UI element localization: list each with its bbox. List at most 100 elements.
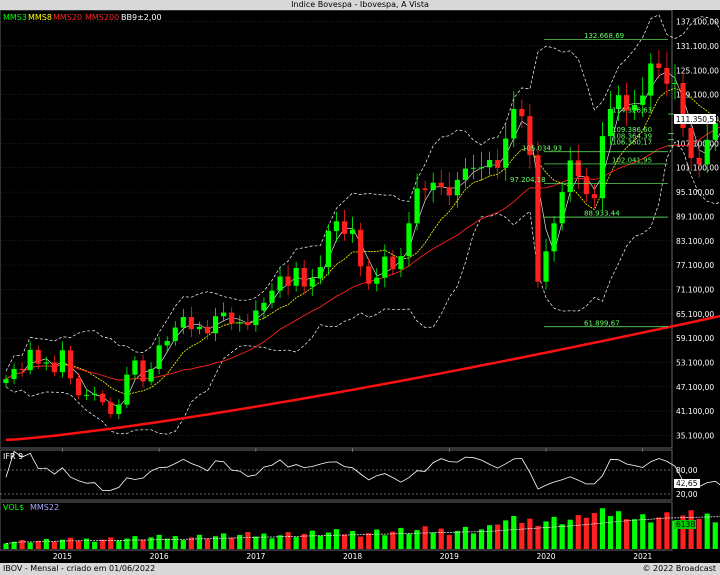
volume-bar	[672, 520, 678, 549]
volume-bar	[229, 537, 235, 549]
volume-bar	[75, 540, 82, 549]
candle-body	[664, 67, 670, 84]
volume-bar	[527, 518, 533, 549]
year-tick-label: 2020	[536, 552, 555, 561]
price-tick-label: 35.100,00	[676, 431, 714, 440]
candle-body	[132, 360, 138, 375]
candle-body	[535, 155, 541, 282]
ifr-last-value: 42,65	[676, 479, 698, 488]
candle-body	[495, 160, 501, 168]
volume-bar	[567, 519, 573, 549]
candle-body	[317, 267, 323, 279]
bollinger-upper	[5, 14, 720, 372]
candle-body	[454, 179, 460, 196]
candle-body	[446, 187, 452, 196]
candle-body	[527, 116, 533, 156]
candle-body	[438, 182, 444, 188]
candle-body	[156, 345, 162, 369]
volume-bar	[325, 532, 331, 549]
candle-body	[108, 402, 114, 414]
volume-bar	[495, 524, 501, 549]
volume-bar	[358, 536, 364, 549]
volume-bar	[11, 541, 17, 549]
candle-body	[462, 168, 469, 180]
volume-bar	[519, 523, 525, 549]
candle-body	[92, 393, 98, 395]
fib-label: 105.034,93	[522, 144, 562, 152]
candle-body	[269, 290, 275, 303]
volume-bar	[462, 526, 469, 549]
volume-bar	[172, 536, 178, 549]
fib-label: 88.933,44	[584, 210, 620, 218]
price-candles	[3, 50, 718, 420]
last-price-box	[674, 114, 716, 124]
volume-bar	[221, 533, 227, 549]
volume-bar	[583, 517, 589, 549]
volume-bar	[446, 534, 452, 549]
volume-bar	[253, 536, 259, 549]
candle-body	[148, 368, 154, 382]
candle-body	[543, 251, 549, 282]
price-tick-label: 71.100,00	[676, 285, 714, 294]
fibonacci-levels: 132.668,69 114.326,63 109.386,60108.364,39…	[510, 32, 675, 327]
fib-label: 61.899,67	[584, 319, 620, 327]
volume-bar	[487, 525, 493, 549]
year-tick-label: 2017	[246, 552, 265, 561]
candle-body	[390, 256, 396, 270]
volume-bar	[607, 516, 614, 549]
candle-body	[503, 138, 509, 168]
volume-bar	[640, 514, 646, 549]
volume-bar	[124, 538, 130, 549]
ibovespa-chart[interactable]: 137.100,00 131.100,00 125.100,00 119.100,00…	[0, 10, 720, 563]
candle-body	[188, 317, 194, 330]
volume-bar	[285, 532, 291, 549]
price-tick-label: 101.100,00	[676, 164, 719, 173]
ifr-line	[5, 450, 720, 492]
volume-ma-label: MMS22	[30, 503, 59, 512]
candle-body	[559, 192, 565, 224]
volume-bar	[624, 519, 630, 549]
price-tick-label: 41.100,00	[676, 407, 714, 416]
year-tick-label: 2021	[633, 552, 652, 561]
volume-bar	[148, 537, 154, 549]
volume-bar	[438, 528, 444, 549]
price-tick-label: 83.100,00	[676, 237, 714, 246]
candle-body	[293, 267, 299, 286]
volume-bar	[398, 527, 404, 549]
candle-body	[672, 82, 678, 84]
price-legend: MMS3 MMS8 MMS20 MMS200 BB9±2,00	[3, 13, 162, 22]
volume-bar	[374, 529, 380, 549]
price-tick-label: 47.100,00	[676, 383, 714, 392]
year-tick-label: 2016	[150, 552, 169, 561]
volume-bar	[309, 530, 315, 549]
volume-bar	[704, 513, 710, 549]
volume-bar	[317, 535, 323, 549]
volume-bar	[43, 538, 49, 549]
candle-body	[414, 188, 420, 224]
window-title: Indice Bovespa - Ibovespa, A Vista	[0, 0, 720, 10]
ifr-panel	[0, 449, 673, 501]
candle-body	[325, 231, 331, 268]
volume-bar	[204, 538, 211, 549]
legend-mms200: MMS200	[85, 13, 119, 22]
candle-body	[75, 378, 82, 396]
volume-bar	[648, 522, 654, 549]
candle-body	[575, 160, 581, 177]
candle-body	[704, 139, 710, 165]
volume-bar	[349, 531, 356, 549]
candle-body	[261, 302, 267, 311]
volume-bar	[454, 530, 460, 549]
candle-body	[487, 160, 493, 168]
candle-body	[285, 276, 291, 286]
candle-body	[648, 63, 654, 96]
volume-bar	[696, 518, 702, 549]
volume-bar	[212, 536, 219, 549]
candle-body	[478, 167, 485, 169]
volume-bar	[67, 537, 74, 549]
candle-body	[309, 278, 315, 287]
volume-bar	[591, 513, 597, 549]
price-tick-label: 137.100,00	[676, 18, 719, 27]
legend-mms20: MMS20	[53, 13, 82, 22]
footer-info: IBOV - Mensal - criado em 01/06/2022	[3, 564, 156, 573]
candle-body	[245, 322, 251, 326]
